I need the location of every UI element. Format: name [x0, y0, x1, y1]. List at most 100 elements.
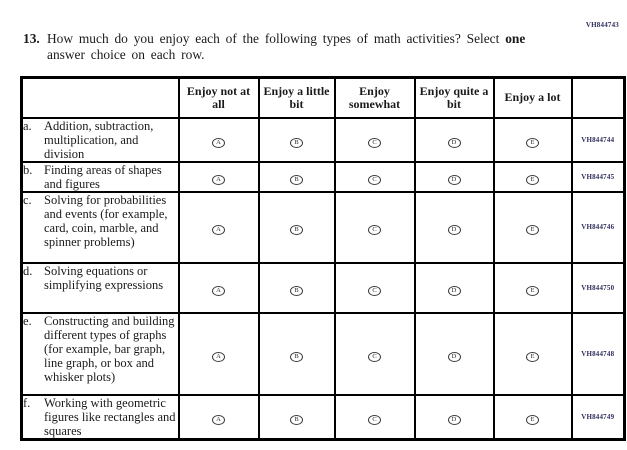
table-row-c: c. Solving for probabilities and events … — [20, 190, 626, 264]
bubble-letter: B — [294, 138, 299, 146]
question-line2: answer choice on each row. — [47, 46, 205, 62]
header-enjoy-quite-a-bit: Enjoy quite a bit — [413, 76, 495, 119]
answer-bubble-e[interactable]: E — [526, 285, 539, 296]
answer-bubble-a[interactable]: A — [212, 174, 225, 185]
bubble-letter: C — [372, 415, 377, 423]
question-accession-code: VH844743 — [585, 21, 619, 29]
answer-bubble-c[interactable]: C — [368, 174, 381, 185]
answer-bubble-e[interactable]: E — [526, 174, 539, 185]
table-row-a: a. Addition, subtraction, multiplication… — [20, 116, 626, 163]
answer-bubble-b[interactable]: B — [290, 225, 303, 236]
table-row-e: e. Constructing and building different t… — [20, 311, 626, 396]
row-label: Addition, subtraction, multiplication, a… — [44, 118, 154, 161]
header-enjoy-a-little-bit: Enjoy a little bit — [257, 76, 336, 119]
answer-bubble-c[interactable]: C — [368, 415, 381, 425]
answer-bubble-b[interactable]: B — [290, 137, 303, 148]
answer-bubble-e[interactable]: E — [526, 351, 539, 362]
question-bold-word: one — [505, 31, 526, 46]
header-enjoy-a-lot: Enjoy a lot — [492, 76, 573, 119]
answer-bubble-e[interactable]: E — [526, 225, 539, 236]
bubble-letter: D — [451, 352, 457, 360]
bubble-letter: E — [530, 226, 535, 233]
answer-bubble-a[interactable]: A — [212, 351, 225, 362]
answer-bubble-a[interactable]: A — [212, 137, 225, 148]
header-enjoy-not-at-all: Enjoy not at all — [177, 76, 260, 119]
bubble-letter: A — [216, 352, 221, 360]
bubble-letter: B — [294, 352, 299, 360]
row-label-cell: c. Solving for probabilities and events … — [20, 190, 180, 264]
bubble-letter: D — [451, 286, 457, 294]
bubble-letter: E — [530, 175, 535, 183]
bubble-letter: B — [294, 226, 299, 233]
header-code-empty — [570, 76, 626, 119]
table-row-d: d. Solving equations or simplifying expr… — [20, 261, 626, 314]
row-code: VH844745 — [570, 160, 626, 193]
bubble-letter: E — [530, 138, 535, 146]
header-enjoy-somewhat: Enjoy somewhat — [333, 76, 416, 119]
answer-bubble-c[interactable]: C — [368, 351, 381, 362]
answer-bubble-d[interactable]: D — [447, 285, 461, 296]
answer-bubble-c[interactable]: C — [368, 137, 381, 148]
row-label-cell: e. Constructing and building different t… — [20, 311, 180, 396]
answer-bubble-d[interactable]: D — [447, 351, 461, 362]
answer-bubble-a[interactable]: A — [212, 415, 225, 425]
bubble-letter: E — [530, 415, 535, 423]
bubble-letter: C — [372, 226, 377, 233]
bubble-letter: C — [372, 352, 377, 360]
table-row-b: b. Finding areas of shapes and figures A… — [20, 160, 626, 193]
row-label-cell: d. Solving equations or simplifying expr… — [20, 261, 180, 314]
row-label: Solving for probabilities and events (fo… — [44, 192, 168, 249]
bubble-letter: D — [451, 226, 457, 233]
bubble-letter: B — [294, 286, 299, 294]
answer-bubble-b[interactable]: B — [290, 285, 303, 296]
bubble-letter: D — [451, 138, 457, 146]
row-letter: b. — [23, 162, 33, 177]
bubble-letter: B — [294, 175, 299, 183]
bubble-letter: A — [216, 138, 221, 146]
answer-bubble-d[interactable]: D — [447, 137, 461, 148]
bubble-letter: C — [372, 286, 377, 294]
header-row: Enjoy not at all Enjoy a little bit Enjo… — [20, 76, 626, 119]
answer-bubble-d[interactable]: D — [447, 225, 461, 236]
answer-bubble-a[interactable]: A — [212, 225, 225, 236]
row-letter: f. — [23, 395, 31, 410]
bubble-letter: A — [216, 286, 221, 294]
question-number: 13. — [23, 31, 40, 46]
answer-bubble-d[interactable]: D — [447, 174, 461, 185]
bubble-letter: E — [530, 286, 535, 294]
row-label-cell: f. Working with geometric figures like r… — [20, 393, 180, 441]
row-label: Working with geometric figures like rect… — [44, 395, 176, 438]
row-code: VH844750 — [570, 261, 626, 314]
header-stub-empty — [20, 76, 180, 119]
answer-bubble-e[interactable]: E — [526, 137, 539, 148]
row-label: Solving equations or simplifying express… — [44, 263, 164, 292]
answer-bubble-c[interactable]: C — [368, 225, 381, 236]
answer-bubble-a[interactable]: A — [212, 285, 225, 296]
row-label: Constructing and building different type… — [44, 313, 175, 384]
row-code: VH844748 — [570, 311, 626, 396]
row-code: VH844749 — [570, 393, 626, 441]
row-letter: a. — [23, 118, 32, 133]
row-label: Finding areas of shapes and figures — [44, 162, 162, 191]
bubble-letter: B — [294, 415, 299, 423]
rating-table: Enjoy not at all Enjoy a little bit Enjo… — [20, 76, 626, 441]
question-text-block: 13. How much do you enjoy each of the fo… — [23, 31, 607, 62]
bubble-letter: C — [372, 175, 377, 183]
bubble-letter: C — [372, 138, 377, 146]
bubble-letter: E — [530, 352, 535, 360]
bubble-letter: D — [451, 175, 457, 183]
answer-bubble-b[interactable]: B — [290, 351, 303, 362]
bubble-letter: A — [216, 226, 221, 233]
answer-bubble-b[interactable]: B — [290, 174, 303, 185]
row-code: VH844746 — [570, 190, 626, 264]
answer-bubble-b[interactable]: B — [290, 415, 303, 425]
bubble-letter: D — [451, 415, 457, 423]
answer-bubble-e[interactable]: E — [526, 415, 539, 425]
answer-bubble-c[interactable]: C — [368, 285, 381, 296]
row-code: VH844744 — [570, 116, 626, 163]
row-letter: c. — [23, 192, 32, 207]
bubble-letter: A — [216, 415, 221, 423]
row-label-cell: a. Addition, subtraction, multiplication… — [20, 116, 180, 163]
answer-bubble-d[interactable]: D — [447, 415, 461, 425]
